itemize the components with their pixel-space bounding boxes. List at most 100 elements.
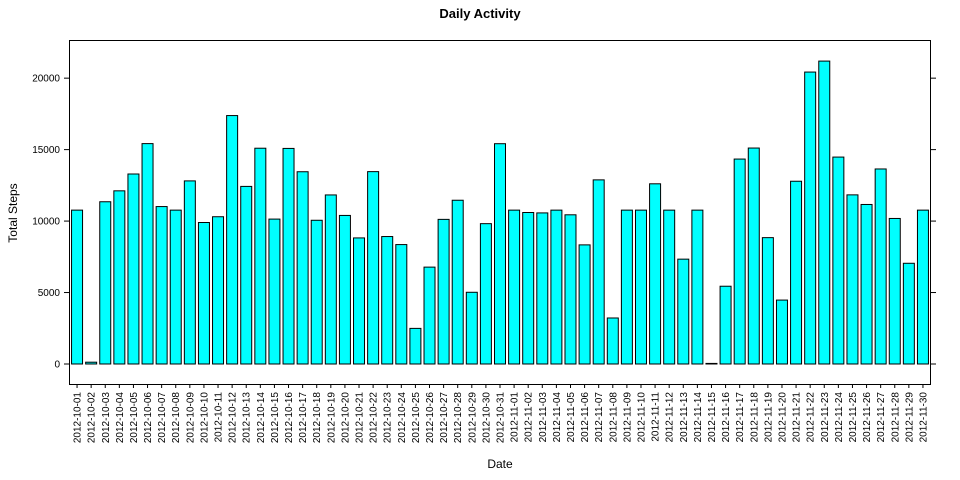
x-tick-label-2012-10-27: 2012-10-27 [439,392,450,444]
bar-2012-11-07 [592,179,605,365]
x-tick-label-2012-11-28: 2012-11-28 [890,392,901,443]
bar-2012-10-15 [268,218,281,365]
x-tick-label-2012-11-12: 2012-11-12 [665,392,676,443]
x-tick-label-2012-11-23: 2012-11-23 [820,392,831,443]
x-tick-label-2012-11-02: 2012-11-02 [524,392,535,443]
x-tick-label-2012-11-22: 2012-11-22 [806,392,817,443]
y-tick-label-15000: 15000 [32,145,60,156]
x-tick-label-2012-10-29: 2012-10-29 [467,392,478,444]
chart-title: Daily Activity [439,6,521,21]
bar-2012-11-27 [874,168,887,365]
x-tick-label-2012-11-26: 2012-11-26 [862,392,873,443]
x-tick-label-2012-10-13: 2012-10-13 [242,392,253,444]
bar-2012-10-29 [465,291,478,365]
bar-2012-10-14 [254,147,267,365]
x-tick-label-2012-11-09: 2012-11-09 [622,392,633,443]
bar-2012-11-18 [747,147,760,365]
y-axis-label: Total Steps [6,183,20,242]
x-tick-label-2012-11-08: 2012-11-08 [608,392,619,443]
x-tick-label-2012-11-30: 2012-11-30 [918,392,929,443]
x-tick-label-2012-10-08: 2012-10-08 [171,392,182,444]
x-tick-label-2012-11-27: 2012-11-27 [876,392,887,443]
bar-2012-10-01 [71,209,84,365]
y-tick-label-10000: 10000 [32,217,60,228]
bar-2012-11-25 [846,194,859,365]
bar-2012-10-20 [338,214,351,365]
x-tick-label-2012-10-24: 2012-10-24 [397,392,408,444]
x-tick-label-2012-11-24: 2012-11-24 [834,392,845,443]
x-tick-label-2012-10-20: 2012-10-20 [340,392,351,444]
bar-2012-11-06 [578,244,591,365]
x-tick-label-2012-10-07: 2012-10-07 [157,392,168,444]
x-tick-label-2012-11-14: 2012-11-14 [693,392,704,443]
x-tick-label-2012-10-15: 2012-10-15 [270,392,281,444]
bar-2012-10-13 [240,185,253,365]
bar-2012-11-11 [649,183,662,365]
x-tick-label-2012-10-04: 2012-10-04 [115,392,126,444]
bar-2012-10-21 [353,237,366,365]
bar-2012-11-01 [508,209,521,365]
x-tick-label-2012-10-11: 2012-10-11 [214,392,225,443]
bar-2012-11-28 [888,217,901,365]
bar-2012-11-05 [564,214,577,365]
x-tick-label-2012-10-28: 2012-10-28 [453,392,464,444]
bar-2012-10-05 [127,173,140,365]
x-tick-label-2012-10-16: 2012-10-16 [284,392,295,444]
x-tick-label-2012-11-13: 2012-11-13 [679,392,690,443]
x-tick-label-2012-10-23: 2012-10-23 [383,392,394,444]
bar-2012-10-27 [437,218,450,365]
bar-2012-11-19 [761,237,774,365]
bar-2012-10-16 [282,147,295,365]
x-tick-label-2012-11-19: 2012-11-19 [763,392,774,443]
bar-2012-11-17 [733,158,746,365]
x-tick-label-2012-10-18: 2012-10-18 [312,392,323,444]
x-tick-label-2012-11-10: 2012-11-10 [636,392,647,443]
x-tick-label-2012-11-01: 2012-11-01 [510,392,521,443]
bar-2012-10-12 [226,115,239,365]
x-tick-label-2012-10-05: 2012-10-05 [129,392,140,444]
y-tick-label-20000: 20000 [32,74,60,85]
bar-2012-11-04 [550,209,563,365]
bar-2012-11-03 [536,212,549,365]
bar-2012-11-14 [691,209,704,365]
x-tick-label-2012-11-04: 2012-11-04 [552,392,563,443]
bar-2012-10-26 [423,266,436,365]
x-tick-label-2012-10-17: 2012-10-17 [298,392,309,444]
x-tick-label-2012-10-31: 2012-10-31 [496,392,507,444]
x-tick-label-2012-11-16: 2012-11-16 [721,392,732,443]
bar-2012-10-02 [85,361,98,365]
bar-2012-10-11 [212,216,225,365]
bar-2012-10-10 [197,222,210,365]
x-tick-label-2012-10-01: 2012-10-01 [73,392,84,444]
x-tick-label-2012-11-20: 2012-11-20 [777,392,788,443]
bar-2012-11-13 [677,258,690,365]
x-tick-label-2012-10-19: 2012-10-19 [326,392,337,444]
x-tick-label-2012-11-29: 2012-11-29 [904,392,915,443]
bar-2012-11-15 [705,362,718,365]
bar-2012-11-23 [818,60,831,365]
x-tick-label-2012-10-12: 2012-10-12 [228,392,239,444]
x-tick-label-2012-11-18: 2012-11-18 [749,392,760,443]
bar-2012-11-12 [663,209,676,365]
bar-2012-10-19 [324,194,337,365]
x-tick-label-2012-10-03: 2012-10-03 [101,392,112,444]
x-tick-label-2012-10-10: 2012-10-10 [199,392,210,444]
y-tick-label-5000: 5000 [38,288,61,299]
x-tick-label-2012-10-30: 2012-10-30 [481,392,492,444]
bar-2012-11-08 [606,317,619,365]
bar-2012-11-10 [634,209,647,365]
bar-2012-11-24 [832,156,845,365]
bar-2012-11-09 [620,209,633,365]
x-tick-label-2012-11-15: 2012-11-15 [707,392,718,443]
bar-2012-11-21 [790,180,803,365]
x-tick-label-2012-10-06: 2012-10-06 [143,392,154,444]
x-tick-label-2012-11-25: 2012-11-25 [848,392,859,443]
x-tick-label-2012-10-25: 2012-10-25 [411,392,422,444]
bar-2012-10-28 [451,199,464,365]
bar-2012-11-02 [522,212,535,365]
x-tick-label-2012-11-07: 2012-11-07 [594,392,605,443]
y-axis: 0 5000 10000 15000 20000 [32,74,936,370]
y-tick-label-0: 0 [54,359,60,370]
bar-2012-11-20 [775,299,788,365]
